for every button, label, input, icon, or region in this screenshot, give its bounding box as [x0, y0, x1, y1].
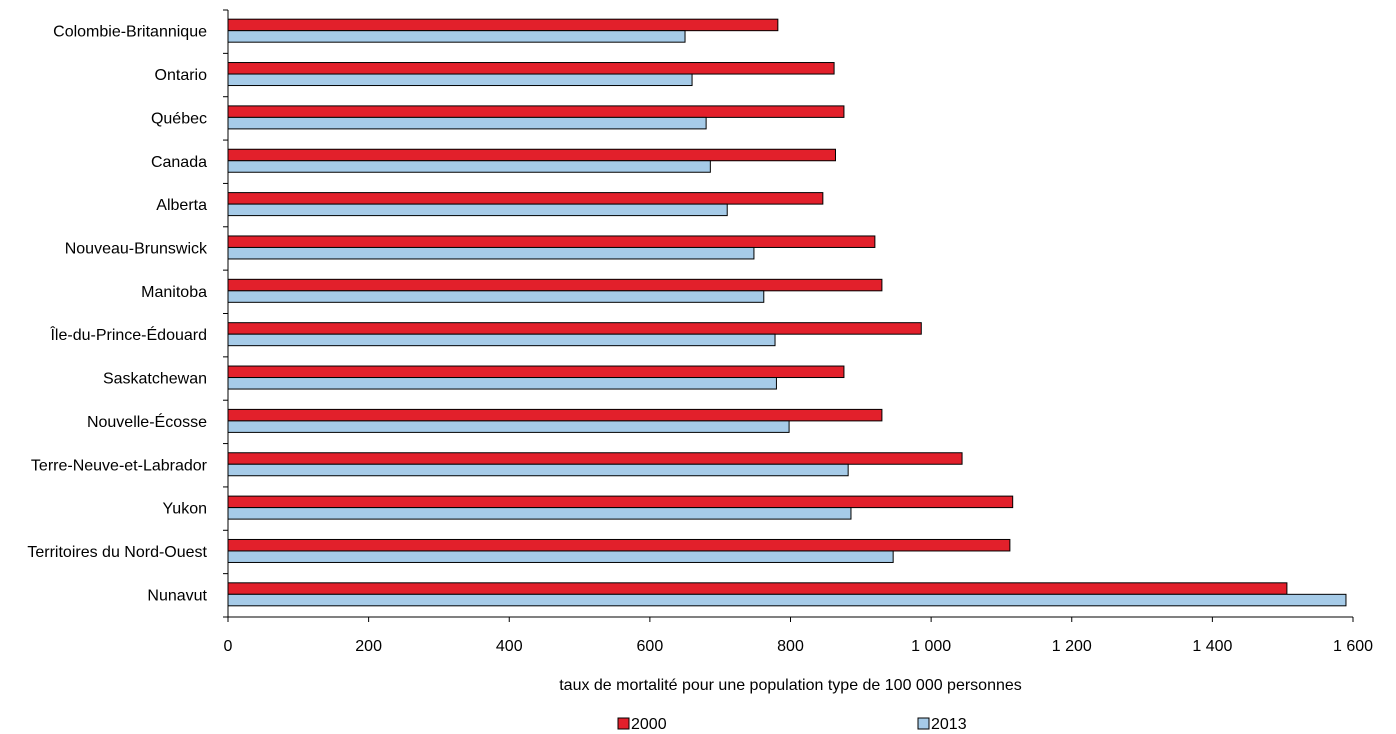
category-label: Territoires du Nord-Ouest [27, 544, 207, 561]
bar-2000-2 [227, 105, 845, 118]
x-ticks: 0 200 400 600 800 1 000 1 200 1 400 1 600 [224, 617, 1373, 655]
bar-2000-4 [227, 192, 824, 205]
bar-2013-4 [227, 203, 728, 217]
x-tick-label: 400 [496, 638, 523, 655]
x-tick-label: 1 600 [1333, 638, 1373, 655]
bar-2013-6 [227, 290, 765, 303]
legend-label-2013: 2013 [931, 716, 967, 733]
bar-2013-10 [227, 463, 849, 477]
bar-2013-2 [227, 116, 707, 130]
category-label: Colombie-Britannique [53, 24, 207, 41]
x-tick-label: 1 000 [911, 638, 951, 655]
bar-2013-11 [227, 507, 852, 520]
category-label: Yukon [163, 501, 207, 518]
bar-2013-7 [227, 333, 776, 347]
bar-2013-9 [227, 420, 790, 433]
category-label: Alberta [156, 197, 207, 214]
category-label: Île-du-Prince-Édouard [49, 325, 207, 344]
bars-group [227, 18, 1347, 607]
bar-2013-0 [227, 30, 686, 43]
x-tick-label: 200 [355, 638, 382, 655]
bar-2000-1 [227, 62, 835, 75]
x-tick-label: 1 400 [1192, 638, 1232, 655]
category-label: Nouvelle-Écosse [87, 412, 207, 431]
bar-2013-1 [227, 73, 693, 87]
legend-label-2000: 2000 [631, 716, 667, 733]
legend-swatch-2013 [917, 717, 930, 730]
x-axis-title: taux de mortalité pour une population ty… [559, 677, 1022, 694]
bar-2000-0 [227, 18, 779, 32]
category-label: Québec [151, 110, 207, 127]
category-label: Terre-Neuve-et-Labrador [31, 457, 208, 474]
bar-2013-3 [227, 160, 711, 173]
bar-2013-12 [227, 550, 894, 563]
category-label: Nunavut [147, 587, 207, 604]
x-tick-label: 600 [637, 638, 664, 655]
bar-2013-13 [227, 593, 1347, 607]
bar-2000-13 [227, 582, 1288, 595]
category-label: Manitoba [141, 284, 207, 301]
x-tick-label: 800 [777, 638, 804, 655]
x-tick-label: 0 [224, 638, 233, 655]
bar-2000-3 [227, 148, 836, 162]
bar-2000-8 [227, 365, 845, 379]
category-label: Nouveau-Brunswick [65, 240, 208, 257]
bar-2013-5 [227, 246, 755, 260]
bar-2013-8 [227, 377, 777, 390]
legend-swatch-2000 [617, 717, 630, 730]
category-label: Saskatchewan [103, 371, 207, 388]
category-label: Canada [151, 154, 207, 171]
category-labels: Colombie-Britannique Ontario Québec Canada A… [27, 9, 228, 618]
bar-2000-9 [227, 408, 883, 422]
bar-2000-5 [227, 235, 876, 248]
x-tick-label: 1 200 [1052, 638, 1092, 655]
bar-2000-10 [227, 452, 963, 465]
category-label: Ontario [155, 67, 208, 84]
bar-2000-11 [227, 495, 1014, 509]
bar-2000-6 [227, 278, 883, 292]
bar-2000-7 [227, 322, 922, 335]
legend: 2000 2013 [617, 716, 967, 733]
bar-2000-12 [227, 538, 1011, 552]
